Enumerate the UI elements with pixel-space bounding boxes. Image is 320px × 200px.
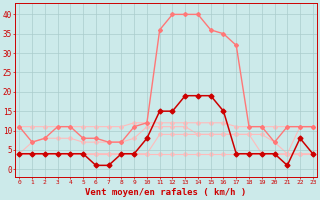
X-axis label: Vent moyen/en rafales ( km/h ): Vent moyen/en rafales ( km/h ) (85, 188, 247, 197)
